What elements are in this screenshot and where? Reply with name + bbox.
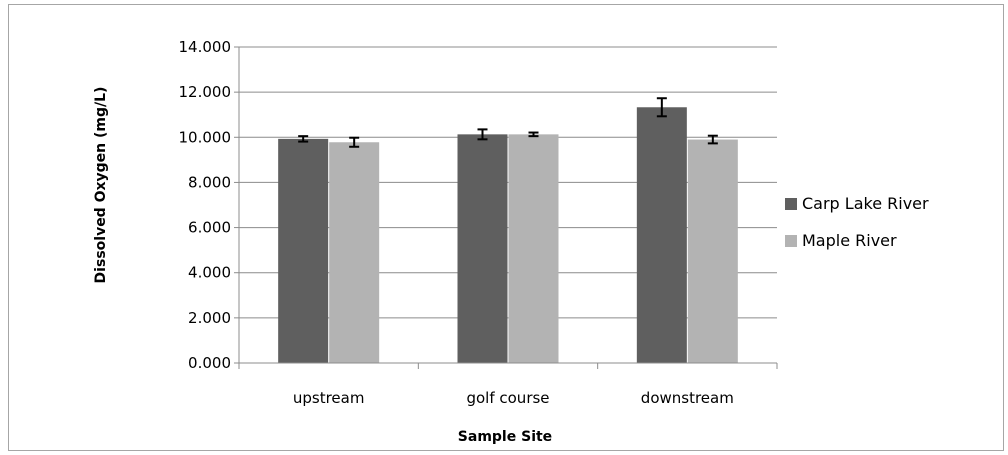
- y-tick-label: 14.000: [179, 38, 232, 56]
- x-tick-label: downstream: [641, 389, 734, 407]
- x-axis-title: Sample Site: [458, 429, 552, 445]
- bar: [508, 134, 559, 363]
- legend-entry: Maple River: [802, 231, 897, 250]
- x-axis-labels: upstream golf course downstream: [293, 389, 734, 407]
- y-axis-title: Dissolved Oxygen (mg/L): [93, 87, 109, 284]
- y-tick-label: 10.000: [179, 128, 232, 146]
- legend: Carp Lake River Maple River: [785, 194, 929, 250]
- y-tick-label: 12.000: [179, 83, 232, 101]
- chart-frame: 0.000 2.000 4.000 6.000 8.000 10.000 12.000 14.…: [8, 4, 1004, 451]
- bar-chart: 0.000 2.000 4.000 6.000 8.000 10.000 12.000 14.…: [93, 38, 929, 445]
- error-bars: [298, 97, 718, 148]
- legend-swatch: [785, 198, 797, 210]
- bar: [457, 134, 508, 363]
- x-tick-label: golf course: [466, 389, 549, 407]
- bar: [329, 142, 380, 363]
- y-tick-label: 6.000: [188, 219, 231, 237]
- x-tick-label: upstream: [293, 389, 365, 407]
- legend-entry: Carp Lake River: [802, 194, 929, 213]
- y-tick-label: 0.000: [188, 354, 231, 372]
- bar: [636, 107, 687, 363]
- bars: [278, 107, 738, 363]
- y-axis-ticks: 0.000 2.000 4.000 6.000 8.000 10.000 12.000 14.…: [179, 38, 239, 372]
- y-tick-label: 8.000: [188, 173, 231, 191]
- gridlines: [239, 46, 777, 319]
- axes: [238, 47, 778, 369]
- y-tick-label: 4.000: [188, 264, 231, 282]
- legend-swatch: [785, 235, 797, 247]
- y-tick-label: 2.000: [188, 309, 231, 327]
- bar: [278, 138, 329, 363]
- bar: [687, 139, 738, 363]
